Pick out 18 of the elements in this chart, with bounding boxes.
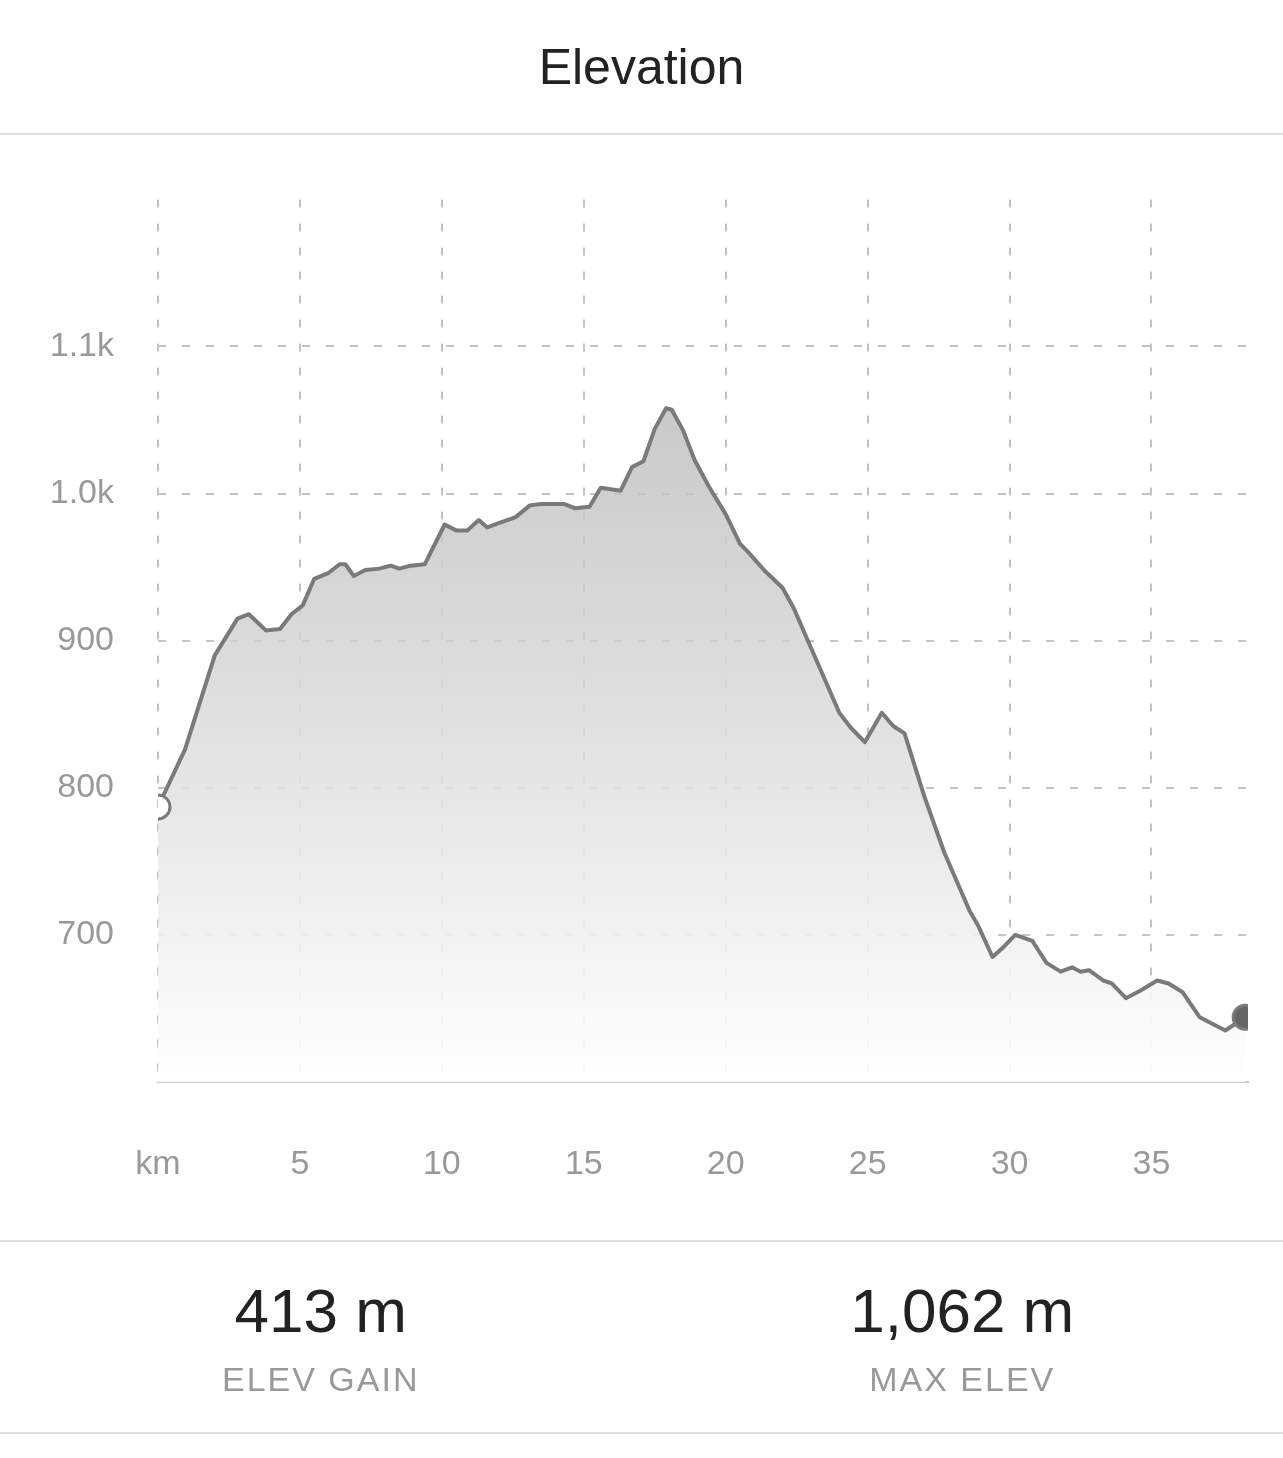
x-tick-label: 10 [422,1142,461,1181]
x-tick-label: 35 [1132,1142,1171,1181]
x-tick-label: 5 [290,1142,310,1181]
x-tick-label: 30 [990,1142,1029,1181]
text: MAX ELEV [869,1360,1056,1399]
text: ELEV GAIN [221,1360,420,1399]
chart-title: Elevation [0,0,1283,135]
text: 413 m [234,1275,407,1346]
x-tick-label: km [135,1142,181,1181]
text: 1,062 m [850,1275,1075,1346]
y-tick-label: 900 [57,619,114,658]
y-tick-label: 800 [57,766,114,805]
y-tick-label: 1.0k [49,471,115,510]
x-tick-label: 25 [848,1142,887,1181]
x-tick-label: 15 [564,1142,603,1181]
y-tick-label: 700 [57,913,114,952]
x-tick-label: 20 [706,1142,745,1181]
y-tick-label: 1.1k [49,324,115,363]
